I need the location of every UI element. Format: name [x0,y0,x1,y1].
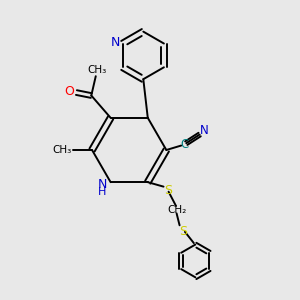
Text: S: S [165,184,172,197]
Text: S: S [179,225,188,238]
Text: O: O [64,85,74,98]
Text: N: N [111,35,120,49]
Text: CH₃: CH₃ [53,145,72,155]
Text: C: C [180,138,188,151]
Text: N: N [200,124,209,136]
Text: CH₃: CH₃ [88,65,107,75]
Text: H: H [98,187,106,197]
Text: CH₂: CH₂ [168,206,187,215]
Text: N: N [98,178,107,191]
